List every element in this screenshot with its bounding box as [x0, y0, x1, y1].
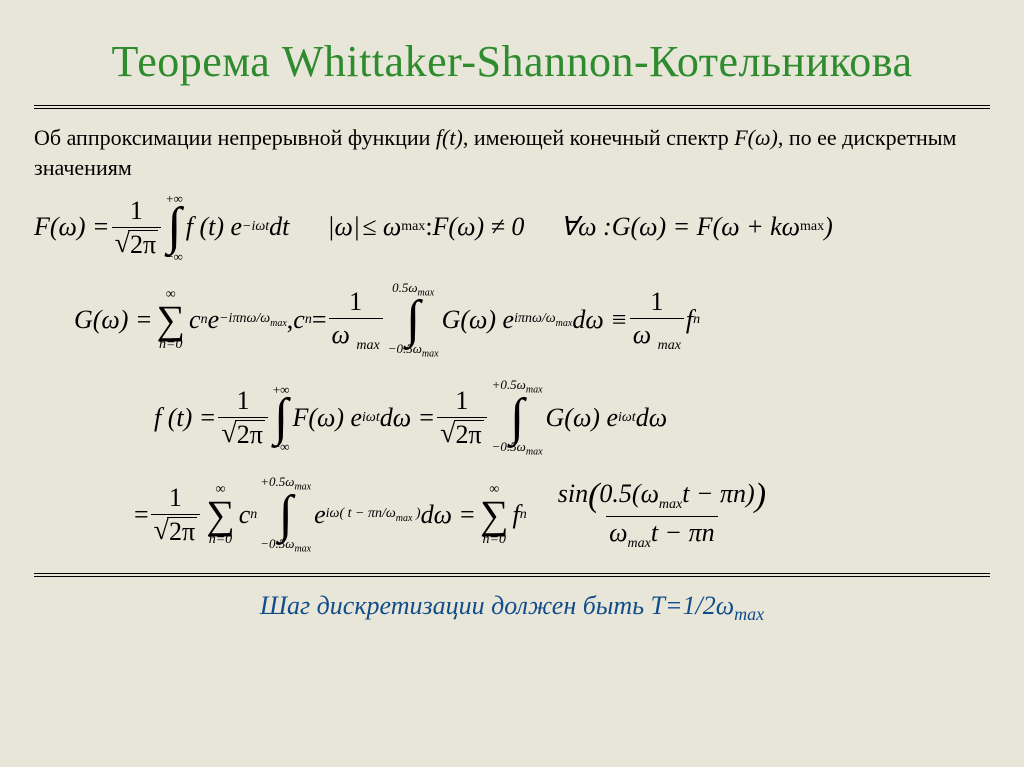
eq4-den: √2π — [151, 514, 201, 547]
eq3-int1-lo: −∞ — [273, 440, 290, 453]
intro-pre: Об аппроксимации непрерывной функции — [34, 125, 436, 150]
eq2-cn2: c — [293, 305, 305, 335]
eq3-dw2: dω — [636, 403, 667, 433]
eq4-sum2: ∞ ∑ n=0 — [480, 483, 509, 547]
eq2-wmax2: ω max — [630, 318, 684, 354]
eq2-sum: ∞ ∑ n=0 — [157, 288, 186, 352]
eq1-max: max — [401, 219, 425, 235]
eq3-frac2: 1 √2π — [437, 386, 487, 450]
footer-a: Шаг дискретизации должен быть T=1/2ω — [260, 591, 734, 620]
eq3-one: 1 — [234, 386, 253, 417]
eq2-n2: n — [305, 312, 312, 328]
bottom-rule — [34, 573, 990, 577]
equation-row-2: G(ω) = ∞ ∑ n=0 cn e−iπnω/ωmax , cn = 1 ω… — [74, 281, 990, 360]
eq2-exp2: iπnω/ωmax — [514, 311, 572, 329]
eq3-exp: iωt — [362, 410, 380, 426]
eq1-num: 1 — [127, 196, 146, 227]
eq1-F: F(ω) = — [34, 212, 110, 242]
eq1-Fne: F(ω) ≠ 0 — [433, 212, 525, 242]
eq4-int-lo: −0.5ωmax — [260, 537, 311, 555]
eq4-frac: 1 √2π — [151, 483, 201, 547]
eq4-e: e — [314, 500, 326, 530]
eq2-e: e — [208, 305, 220, 335]
eq4-sum-lo: n=0 — [209, 533, 232, 547]
eq4-fnn: n — [520, 507, 527, 523]
eq1-Gmax: max — [800, 219, 824, 235]
eq3-Fe: F(ω) e — [292, 403, 362, 433]
eq3-one2: 1 — [452, 386, 471, 417]
eq4-eq: = — [134, 500, 149, 530]
eq3-twopi2: 2π — [454, 420, 484, 450]
eq4-dw: dω = — [421, 500, 476, 530]
eq1-integral: +∞ ∫ −∞ — [166, 192, 183, 262]
eq3-twopi: 2π — [235, 420, 265, 450]
eq2-wmax: ω max — [329, 318, 383, 354]
eq3-int2-lo: −0.5ωmax — [492, 440, 543, 458]
eq2-fn: f — [686, 305, 693, 335]
eq4-sinc-num: sin(0.5(ωmaxt − πn)) — [555, 477, 769, 516]
eq3-den: √2π — [218, 417, 268, 450]
top-rule — [34, 105, 990, 109]
eq4-sum2-lo: n=0 — [483, 533, 506, 547]
eq3-ft: f (t) = — [154, 403, 216, 433]
eq3-Ge: G(ω) e — [546, 403, 619, 433]
eq1-dt: dt — [269, 212, 289, 242]
equation-row-3: f (t) = 1 √2π +∞ ∫ −∞ F(ω) eiωt dω = 1 √… — [154, 378, 990, 457]
eq1-int-lo: −∞ — [166, 250, 183, 263]
eq4-sinc: sin(0.5(ωmaxt − πn)) ωmaxt − πn — [555, 477, 769, 552]
eq4-sum: ∞ ∑ n=0 — [206, 483, 235, 547]
eq4-n: n — [250, 507, 257, 523]
eq3-frac: 1 √2π — [218, 386, 268, 450]
eq1-close: ) — [824, 212, 833, 242]
eq1-forall: ∀ω : — [560, 212, 611, 242]
eq2-one2: 1 — [647, 287, 666, 318]
slide-title: Теорема Whittaker-Shannon-Котельникова — [34, 36, 990, 87]
eq2-fnn: n — [693, 312, 700, 328]
eq4-exp: iω( t − πn/ωmax ) — [326, 506, 421, 524]
intro-fw: F(ω) — [734, 125, 778, 150]
footer-text: Шаг дискретизации должен быть T=1/2ωmax — [34, 591, 990, 625]
footer-b: max — [734, 604, 764, 624]
eq2-one: 1 — [346, 287, 365, 318]
eq2-sum-lo: n=0 — [159, 338, 182, 352]
eq1-G: G(ω) = F(ω + kω — [612, 212, 800, 242]
eq2-cn: c — [189, 305, 201, 335]
eq2-eq: = — [312, 305, 327, 335]
eq2-integral: 0.5ωmax ∫ −0.5ωmax — [388, 281, 439, 360]
eq3-den2: √2π — [437, 417, 487, 450]
eq1-frac: 1 √2π — [112, 196, 162, 260]
intro-fn: f(t) — [436, 125, 463, 150]
intro-mid: , имеющей конечный спектр — [463, 125, 734, 150]
eq1-den: √2π — [112, 227, 162, 260]
eq3-int2: +0.5ωmax ∫ −0.5ωmax — [492, 378, 543, 457]
eq4-fn: f — [513, 500, 520, 530]
eq2-n: n — [201, 312, 208, 328]
eq4-cn: c — [239, 500, 251, 530]
eq4-sinc-den: ωmaxt − πn — [606, 516, 717, 552]
eq1-colon: : — [425, 212, 432, 242]
equation-row-1: F(ω) = 1 √2π +∞ ∫ −∞ f (t) e−iωt dt |ω| … — [34, 192, 990, 262]
eq1-abs: |ω| — [325, 212, 362, 242]
eq1-exp: −iωt — [242, 219, 269, 235]
eq2-Ge: G(ω) e — [442, 305, 515, 335]
eq3-dw: dω = — [380, 403, 435, 433]
equation-row-4: = 1 √2π ∞ ∑ n=0 cn +0.5ωmax ∫ −0.5ωmax e… — [134, 475, 990, 554]
eq3-int1: +∞ ∫ −∞ — [273, 383, 290, 453]
eq2-frac2: 1 ω max — [630, 287, 684, 354]
eq4-int: +0.5ωmax ∫ −0.5ωmax — [260, 475, 311, 554]
eq1-le: ≤ ω — [362, 212, 401, 242]
eq2-G: G(ω) = — [74, 305, 153, 335]
eq2-frac: 1 ω max — [329, 287, 383, 354]
eq4-one: 1 — [166, 483, 185, 514]
intro-text: Об аппроксимации непрерывной функции f(t… — [34, 123, 990, 182]
eq2-int-lo: −0.5ωmax — [388, 342, 439, 360]
eq1-integrand: f (t) e — [186, 212, 242, 242]
eq3-exp2: iωt — [618, 410, 636, 426]
eq2-dw: dω ≡ — [572, 305, 627, 335]
eq2-exp: −iπnω/ωmax — [219, 311, 287, 329]
eq1-twopi: 2π — [128, 230, 158, 260]
eq4-twopi: 2π — [167, 517, 197, 547]
